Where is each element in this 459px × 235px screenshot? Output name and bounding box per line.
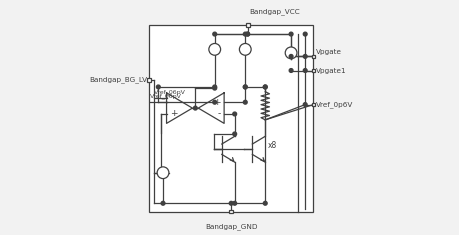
Circle shape (243, 100, 246, 104)
Circle shape (263, 201, 267, 205)
Bar (311, 69, 314, 72)
Circle shape (161, 201, 164, 205)
Text: Vref_06pV: Vref_06pV (150, 93, 182, 99)
Circle shape (232, 132, 236, 136)
Text: Bandgap_GND: Bandgap_GND (204, 223, 257, 230)
Circle shape (302, 55, 307, 58)
Circle shape (289, 32, 292, 36)
Text: +: + (169, 110, 177, 118)
Bar (311, 55, 314, 58)
Bar (229, 210, 233, 213)
Circle shape (239, 43, 251, 55)
Circle shape (243, 32, 246, 36)
Circle shape (302, 32, 307, 36)
Circle shape (193, 106, 197, 110)
Circle shape (289, 55, 292, 58)
Circle shape (229, 201, 233, 205)
Text: Vref_0p6V: Vref_0p6V (315, 101, 353, 108)
Circle shape (157, 167, 168, 179)
Circle shape (156, 85, 160, 89)
Bar (245, 23, 249, 27)
Circle shape (245, 32, 249, 36)
Circle shape (213, 85, 216, 89)
Circle shape (302, 69, 307, 72)
Circle shape (243, 85, 246, 89)
Text: Vpgate: Vpgate (315, 49, 341, 55)
Bar (311, 103, 314, 106)
Circle shape (213, 100, 216, 104)
Text: Vref_06pV: Vref_06pV (154, 90, 186, 95)
Circle shape (263, 85, 267, 89)
Text: -: - (218, 110, 221, 118)
Circle shape (232, 112, 236, 116)
Circle shape (213, 32, 216, 36)
Circle shape (208, 43, 220, 55)
Text: Bandgap_BG_LV: Bandgap_BG_LV (89, 77, 147, 83)
Text: x8: x8 (267, 141, 276, 150)
Text: +: + (213, 98, 221, 107)
Bar (149, 25, 313, 212)
Circle shape (213, 86, 216, 90)
Circle shape (285, 47, 297, 59)
Circle shape (302, 103, 307, 106)
Circle shape (263, 85, 267, 89)
Circle shape (245, 32, 249, 36)
Bar (147, 78, 151, 82)
Circle shape (232, 201, 236, 205)
Circle shape (289, 69, 292, 72)
Text: -: - (169, 98, 173, 107)
Text: Vpgate1: Vpgate1 (315, 67, 346, 74)
Circle shape (243, 85, 246, 89)
Text: Bandgap_VCC: Bandgap_VCC (248, 8, 299, 15)
